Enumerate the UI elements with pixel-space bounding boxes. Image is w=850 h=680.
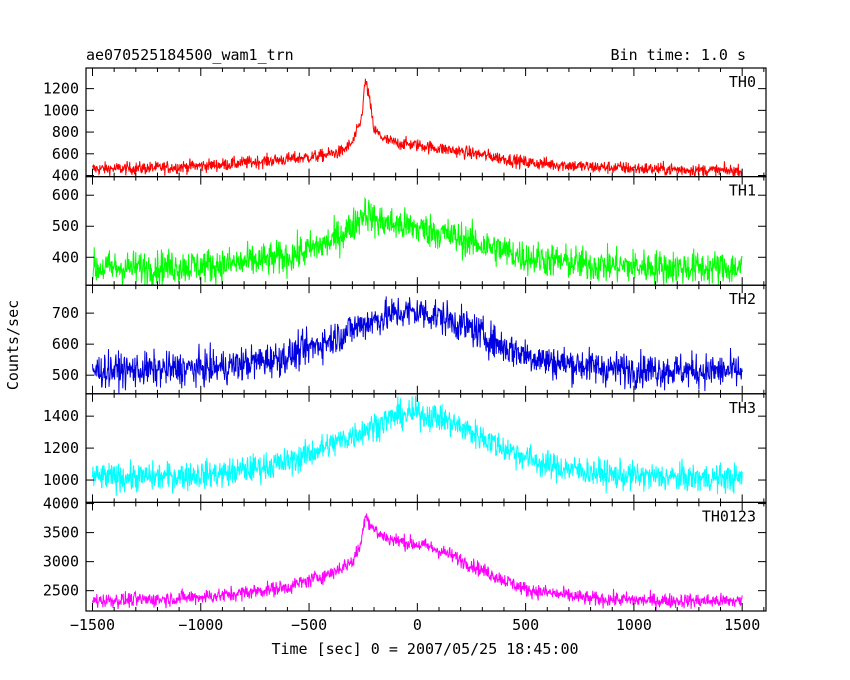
x-tick-label: 1500 [724,616,760,634]
bin-time-label: Bin time: 1.0 s [611,46,746,64]
panel-th0: 400 600 800 1000 1200 TH0 [43,67,767,185]
panel-label-th3: TH3 [729,399,756,417]
panel-label-th2: TH2 [729,290,756,308]
x-axis-tick-labels: −1500 −1000 −500 0 500 1000 1500 [70,616,760,634]
x-tick-label: −500 [291,616,327,634]
panel-th3: 1000 1200 1400 TH3 [43,393,767,503]
y-tick-label: 400 [52,167,79,185]
y-tick-label: 800 [52,123,79,141]
y-tick-label: 1000 [43,101,79,119]
y-tick-label: 500 [52,217,79,235]
y-tick-label: 600 [52,145,79,163]
panel-th2: 500 600 700 TH2 [52,284,767,395]
panel-th1: 400 500 600 TH1 [52,176,767,286]
y-tick-label: 3000 [43,553,79,571]
panel-label-th1: TH1 [729,182,756,200]
series-line-th0123 [92,513,743,611]
series-line-th1 [92,196,743,285]
x-tick-label: 1000 [616,616,652,634]
chart-title: ae070525184500_wam1_trn [86,46,294,64]
y-tick-label: 4000 [43,495,79,513]
y-tick-label: 600 [52,186,79,204]
x-tick-label: −1000 [178,616,223,634]
x-tick-label: 500 [512,616,539,634]
panel-th0123: 2500 3000 3500 4000 TH0123 [43,495,767,612]
series-line-th0 [92,78,743,178]
x-tick-label: −1500 [70,616,115,634]
y-tick-label: 600 [52,335,79,353]
y-tick-label: 500 [52,366,79,384]
x-tick-label: 0 [413,616,422,634]
y-tick-label: 1400 [43,407,79,425]
panel-label-th0123: TH0123 [702,507,756,525]
series-line-th2 [92,296,743,394]
y-tick-label: 1000 [43,471,79,489]
y-tick-label: 1200 [43,439,79,457]
y-tick-label: 2500 [43,582,79,600]
y-tick-label: 400 [52,248,79,266]
panel-frame [85,67,767,178]
y-tick-label: 3500 [43,524,79,542]
panel-frame [85,501,767,612]
panel-label-th0: TH0 [729,73,756,91]
x-axis-label: Time [sec] 0 = 2007/05/25 18:45:00 [271,640,578,658]
y-axis-label: Counts/sec [4,300,22,390]
series-line-th3 [92,395,743,496]
y-tick-label: 1200 [43,80,79,98]
y-tick-label: 700 [52,304,79,322]
